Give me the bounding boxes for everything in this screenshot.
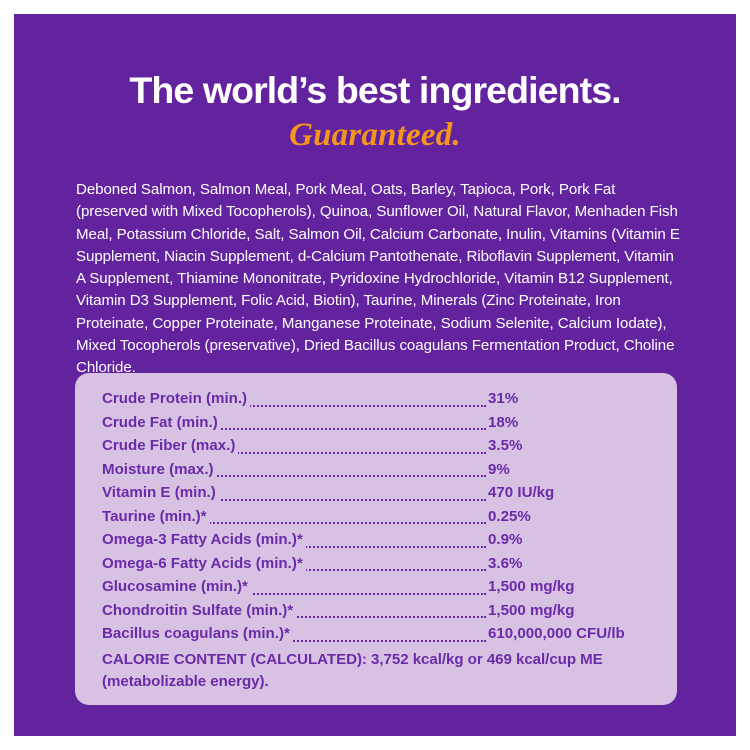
table-row: Bacillus coagulans (min.)* 610,000,000 C…	[102, 622, 651, 646]
dot-leader	[102, 592, 486, 595]
table-row: Vitamin E (min.) 470 IU/kg	[102, 481, 651, 505]
ingredients-panel: The world’s best ingredients. Guaranteed…	[14, 14, 736, 736]
value-cell: 3.6%	[488, 554, 523, 572]
value-cell: 31%	[488, 390, 519, 407]
nutrient-label: Taurine (min.)*	[102, 507, 210, 525]
nutrient-label: Bacillus coagulans (min.)*	[102, 625, 293, 642]
value-cell: 1,500 mg/kg	[488, 601, 575, 619]
nutrient-cell: Moisture (max.)	[102, 458, 488, 482]
table-row: Omega-6 Fatty Acids (min.)* 3.6%	[102, 552, 651, 576]
nutrient-label: Chondroitin Sulfate (min.)*	[102, 601, 297, 619]
table-row: Crude Fat (min.) 18%	[102, 411, 651, 435]
dot-leader	[102, 428, 486, 430]
heading-block: The world’s best ingredients. Guaranteed…	[14, 68, 736, 155]
table-row: Taurine (min.)* 0.25%	[102, 505, 651, 529]
nutrient-label: Glucosamine (min.)*	[102, 578, 251, 595]
dot-leader	[102, 522, 486, 524]
value-cell: 610,000,000 CFU/lb	[488, 625, 625, 642]
value-cell: 1,500 mg/kg	[488, 578, 575, 595]
nutrient-label: Crude Protein (min.)	[102, 390, 251, 407]
guaranteed-analysis-card: Crude Protein (min.) 31% Crude Fat (min.…	[75, 373, 677, 705]
nutrient-label: Moisture (max.)	[102, 460, 217, 478]
dot-leader	[102, 475, 486, 477]
value-cell: 0.25%	[488, 507, 531, 525]
ingredients-paragraph: Deboned Salmon, Salmon Meal, Pork Meal, …	[76, 181, 680, 377]
nutrient-cell: Omega-6 Fatty Acids (min.)*	[102, 552, 488, 576]
analysis-table-body: Crude Protein (min.) 31% Crude Fat (min.…	[102, 387, 651, 646]
nutrient-label: Vitamin E (min.)	[102, 484, 219, 501]
value-cell: 9%	[488, 460, 510, 478]
page-subtitle: Guaranteed.	[289, 117, 461, 153]
table-row: Omega-3 Fatty Acids (min.)* 0.9%	[102, 528, 651, 552]
nutrient-cell: Crude Fiber (max.)	[102, 434, 488, 458]
nutrient-cell: Bacillus coagulans (min.)*	[102, 622, 488, 646]
dot-leader	[102, 639, 486, 642]
table-row: Crude Protein (min.) 31%	[102, 387, 651, 411]
nutrient-label: Crude Fat (min.)	[102, 413, 221, 431]
nutrient-cell: Crude Fat (min.)	[102, 411, 488, 435]
page-title: The world’s best ingredients.	[129, 69, 621, 111]
value-cell: 470 IU/kg	[488, 484, 555, 501]
table-row: Chondroitin Sulfate (min.)* 1,500 mg/kg	[102, 599, 651, 623]
nutrient-label: Omega-6 Fatty Acids (min.)*	[102, 554, 306, 572]
nutrient-cell: Glucosamine (min.)*	[102, 575, 488, 599]
table-row: Moisture (max.) 9%	[102, 458, 651, 482]
nutrient-cell: Taurine (min.)*	[102, 505, 488, 529]
dot-leader	[102, 498, 486, 501]
guaranteed-analysis-table: Crude Protein (min.) 31% Crude Fat (min.…	[102, 387, 651, 646]
nutrient-label: Crude Fiber (max.)	[102, 437, 239, 454]
nutrient-cell: Crude Protein (min.)	[102, 387, 488, 411]
nutrient-cell: Vitamin E (min.)	[102, 481, 488, 505]
dot-leader	[102, 404, 486, 407]
dot-leader	[102, 451, 486, 454]
calorie-content-note: CALORIE CONTENT (CALCULATED): 3,752 kcal…	[102, 651, 603, 690]
nutrient-cell: Omega-3 Fatty Acids (min.)*	[102, 528, 488, 552]
nutrient-label: Omega-3 Fatty Acids (min.)*	[102, 531, 306, 548]
table-row: Crude Fiber (max.) 3.5%	[102, 434, 651, 458]
nutrient-cell: Chondroitin Sulfate (min.)*	[102, 599, 488, 623]
table-row: Glucosamine (min.)* 1,500 mg/kg	[102, 575, 651, 599]
value-cell: 3.5%	[488, 437, 523, 454]
value-cell: 18%	[488, 413, 519, 431]
value-cell: 0.9%	[488, 531, 523, 548]
